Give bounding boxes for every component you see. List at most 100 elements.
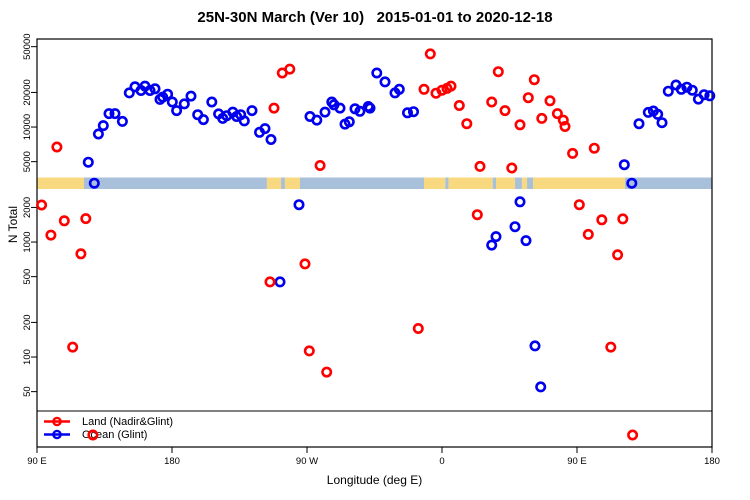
data-point-land: [474, 160, 486, 172]
data-point-ocean: [354, 105, 366, 117]
data-point-ocean: [109, 108, 121, 120]
surface-band-ocean: [625, 177, 712, 189]
data-point-land: [567, 147, 579, 159]
data-point-ocean: [304, 111, 316, 123]
data-point-ocean: [520, 235, 532, 247]
data-point-ocean: [92, 128, 104, 140]
surface-band-land: [533, 177, 625, 189]
data-point-land: [605, 341, 617, 353]
legend-item-land-label: Land (Nadir&Glint): [82, 415, 174, 428]
data-point-ocean: [97, 120, 109, 132]
data-point-land: [67, 341, 79, 353]
x-tick-label: 0: [439, 456, 444, 467]
data-point-land: [557, 114, 569, 126]
ocean-series-swatch: [44, 429, 70, 440]
data-point-land: [471, 209, 483, 221]
data-point-ocean: [221, 110, 233, 122]
data-point-ocean: [149, 83, 161, 95]
data-point-land: [617, 213, 629, 225]
data-point-ocean: [490, 231, 502, 243]
data-point-ocean: [206, 96, 218, 108]
surface-band-land: [521, 177, 528, 189]
data-point-ocean: [343, 116, 355, 128]
surface-band-land: [448, 177, 493, 189]
x-tick-label: 180: [164, 456, 180, 467]
data-point-ocean: [334, 102, 346, 114]
data-point-ocean: [154, 93, 166, 105]
data-point-ocean: [371, 67, 383, 79]
y-tick-label: 50: [22, 386, 33, 397]
data-point-land: [412, 322, 424, 334]
data-point-ocean: [389, 87, 401, 99]
data-point-ocean: [626, 177, 638, 189]
data-point-land: [299, 258, 311, 270]
data-point-land: [612, 249, 624, 261]
data-point-land: [588, 142, 600, 154]
surface-band-ocean: [492, 177, 496, 189]
data-point-land: [321, 366, 333, 378]
data-point-ocean: [379, 76, 391, 88]
data-point-ocean: [652, 108, 664, 120]
data-point-ocean: [135, 85, 147, 97]
data-point-ocean: [704, 90, 716, 102]
data-point-land: [551, 108, 563, 120]
data-point-land: [424, 48, 436, 60]
y-tick-label: 100: [22, 349, 33, 365]
data-point-land: [559, 121, 571, 133]
data-point-ocean: [231, 111, 243, 123]
y-tick-label: 5000: [22, 151, 33, 172]
surface-band-land: [424, 177, 446, 189]
x-tick-label: 180: [704, 456, 720, 467]
chart-title: 25N-30N March (Ver 10) 2015-01-01 to 202…: [197, 9, 553, 26]
surface-band-ocean: [515, 177, 522, 189]
data-point-land: [51, 141, 63, 153]
data-point-ocean: [162, 88, 174, 100]
x-tick-label: 90 E: [27, 456, 47, 467]
data-point-land: [276, 67, 288, 79]
data-point-ocean: [139, 80, 151, 92]
data-point-ocean: [192, 109, 204, 121]
data-point-land: [461, 118, 473, 130]
surface-band-ocean: [445, 177, 449, 189]
data-point-ocean: [254, 126, 266, 138]
data-point-land: [492, 66, 504, 78]
legend: Land (Nadir&Glint) Ocean (Glint): [44, 415, 173, 441]
data-point-ocean: [633, 118, 645, 130]
data-point-ocean: [362, 101, 374, 113]
y-tick-label: 200: [22, 314, 33, 330]
data-point-ocean: [129, 81, 141, 93]
y-tick-label: 2000: [22, 197, 33, 218]
data-point-ocean: [274, 276, 286, 288]
surface-band-ocean: [527, 177, 534, 189]
surface-band-ocean: [281, 177, 285, 189]
surface-band-ocean: [299, 177, 424, 189]
data-point-ocean: [166, 96, 178, 108]
data-point-land: [453, 100, 465, 112]
data-point-ocean: [529, 340, 541, 352]
y-tick-label: 500: [22, 269, 33, 285]
data-point-land: [75, 248, 87, 260]
data-point-ocean: [116, 115, 128, 127]
data-point-ocean: [259, 123, 271, 135]
legend-item-ocean-label: Ocean (Glint): [82, 428, 148, 441]
data-point-ocean: [675, 83, 687, 95]
data-point-ocean: [319, 106, 331, 118]
data-point-ocean: [364, 102, 376, 114]
data-point-land: [536, 112, 548, 124]
surface-band-land: [37, 177, 84, 189]
legend-item-ocean: Ocean (Glint): [44, 428, 173, 441]
data-point-land: [314, 160, 326, 172]
data-point-ocean: [238, 115, 250, 127]
data-point-land: [80, 213, 92, 225]
data-point-ocean: [401, 107, 413, 119]
data-point-ocean: [311, 114, 323, 126]
x-tick-label: 90 W: [296, 456, 318, 467]
data-point-ocean: [656, 117, 668, 129]
data-point-ocean: [686, 84, 698, 96]
data-point-land: [582, 228, 594, 240]
data-point-ocean: [265, 134, 277, 146]
data-point-ocean: [197, 114, 209, 126]
data-point-ocean: [692, 93, 704, 105]
legend-item-land: Land (Nadir&Glint): [44, 415, 173, 428]
data-point-ocean: [514, 196, 526, 208]
